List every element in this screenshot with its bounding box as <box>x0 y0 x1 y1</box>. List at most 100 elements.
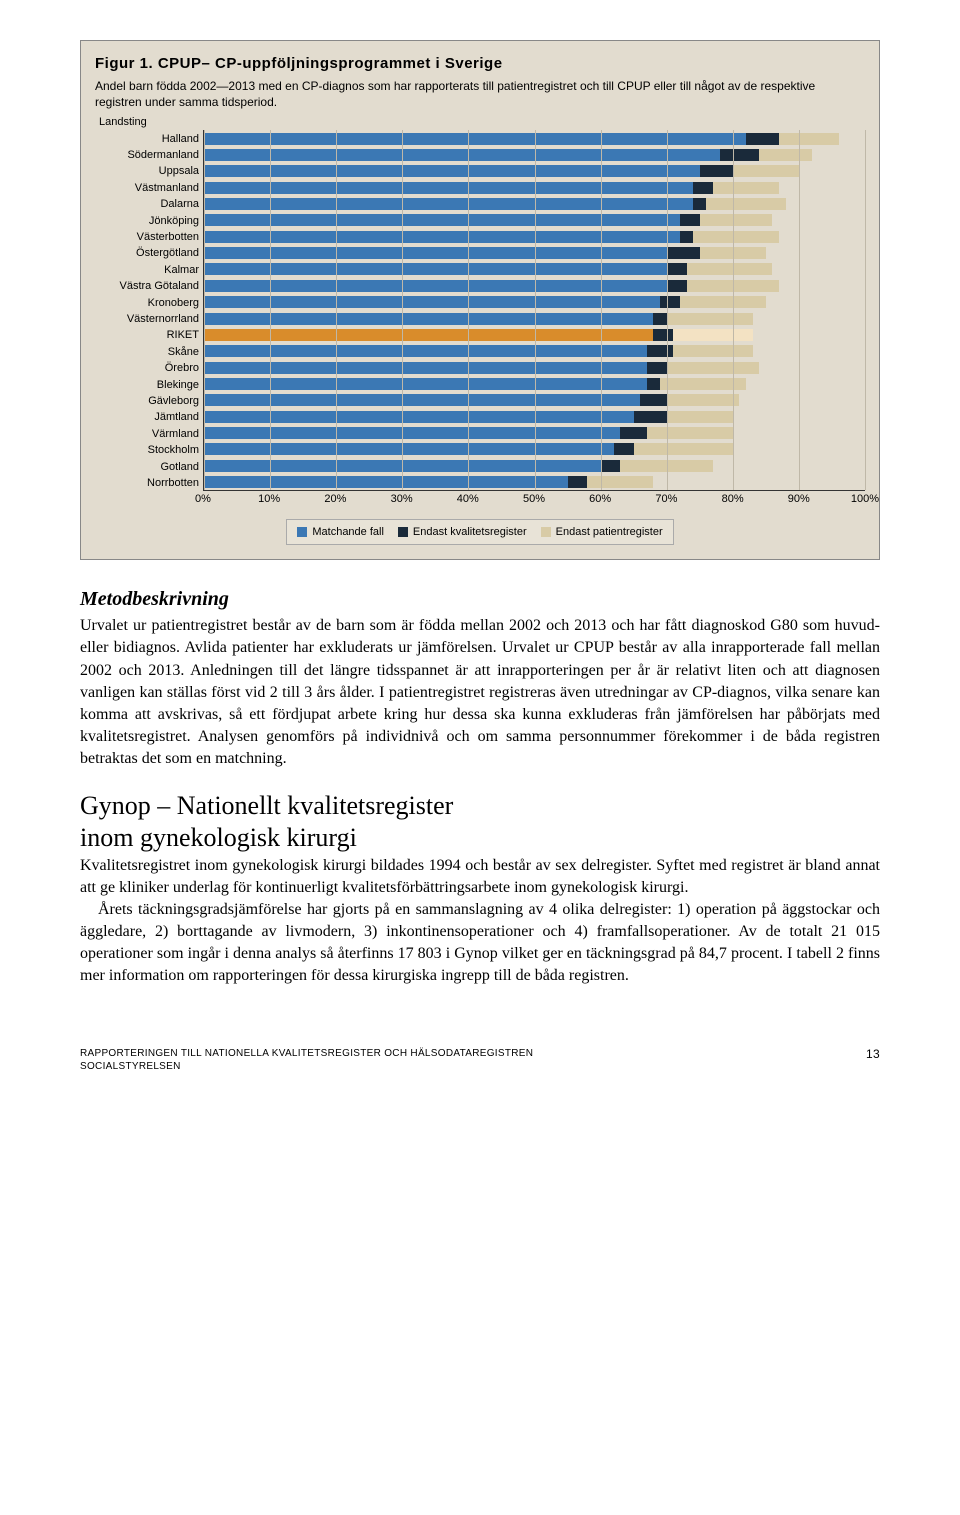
x-tick: 70% <box>655 493 677 505</box>
y-label: Kronoberg <box>95 295 199 311</box>
y-label: Gotland <box>95 459 199 475</box>
bar-seg-matched <box>204 313 653 325</box>
bar-seg-matched <box>204 296 660 308</box>
footer-line1: RAPPORTERINGEN TILL NATIONELLA KVALITETS… <box>80 1047 533 1060</box>
bar-seg-patient <box>673 329 752 341</box>
bar-seg-patient <box>587 476 653 488</box>
y-label: Halland <box>95 131 199 147</box>
bar-seg-quality <box>700 165 733 177</box>
swatch-quality <box>398 527 408 537</box>
y-label: Skåne <box>95 344 199 360</box>
bar-seg-patient <box>680 296 766 308</box>
legend-matched: Matchande fall <box>297 526 384 538</box>
figure-1: Figur 1. CPUP– CP-uppföljningsprogrammet… <box>80 40 880 560</box>
y-label: Västra Götaland <box>95 278 199 294</box>
bar-seg-patient <box>687 263 773 275</box>
bar-seg-quality <box>601 460 621 472</box>
bar-seg-quality <box>568 476 588 488</box>
figure-title: Figur 1. CPUP– CP-uppföljningsprogrammet… <box>95 55 865 72</box>
section-method-para: Urvalet ur patientregistret består av de… <box>80 615 880 770</box>
section-method-heading: Metodbeskrivning <box>80 588 880 611</box>
bar-seg-matched <box>204 263 667 275</box>
y-label: Kalmar <box>95 262 199 278</box>
x-tick: 60% <box>589 493 611 505</box>
legend-patient: Endast patientregister <box>541 526 663 538</box>
bar-seg-matched <box>204 165 700 177</box>
chart-legend: Matchande fall Endast kvalitetsregister … <box>286 519 673 545</box>
bar-seg-patient <box>779 133 838 145</box>
y-label: Dalarna <box>95 196 199 212</box>
y-label: Västmanland <box>95 180 199 196</box>
bar-seg-matched <box>204 133 746 145</box>
bar-seg-patient <box>700 214 773 226</box>
section-gynop-para2: Årets täckningsgradsjämförelse har gjort… <box>80 899 880 987</box>
bar-seg-quality <box>660 296 680 308</box>
bar-seg-patient <box>667 394 740 406</box>
footer-line2: SOCIALSTYRELSEN <box>80 1060 533 1073</box>
bar-seg-quality <box>746 133 779 145</box>
legend-label-patient: Endast patientregister <box>556 526 663 538</box>
bar-seg-quality <box>667 280 687 292</box>
section-gynop-heading: Gynop – Nationellt kvalitetsregister ino… <box>80 790 880 855</box>
swatch-patient <box>541 527 551 537</box>
bar-seg-matched <box>204 231 680 243</box>
bar-seg-matched <box>204 329 653 341</box>
chart-area: HallandSödermanlandUppsalaVästmanlandDal… <box>95 130 865 491</box>
bar-seg-quality <box>720 149 760 161</box>
bar-seg-matched <box>204 149 720 161</box>
x-tick: 10% <box>258 493 280 505</box>
bar-seg-matched <box>204 443 614 455</box>
y-label: Södermanland <box>95 147 199 163</box>
bar-seg-matched <box>204 182 693 194</box>
bar-seg-patient <box>634 443 733 455</box>
bar-seg-patient <box>706 198 785 210</box>
x-axis: 0%10%20%30%40%50%60%70%80%90%100% <box>203 491 865 509</box>
bar-seg-quality <box>620 427 646 439</box>
section-gynop-heading-line1: Gynop – Nationellt kvalitetsregister <box>80 791 453 820</box>
bar-seg-matched <box>204 280 667 292</box>
bar-seg-patient <box>733 165 799 177</box>
swatch-matched <box>297 527 307 537</box>
bar-seg-quality <box>680 214 700 226</box>
y-axis-labels: HallandSödermanlandUppsalaVästmanlandDal… <box>95 130 203 491</box>
bar-seg-patient <box>667 362 760 374</box>
bar-seg-patient <box>647 427 733 439</box>
bar-seg-quality <box>647 378 660 390</box>
bar-seg-matched <box>204 476 568 488</box>
bar-seg-matched <box>204 411 634 423</box>
y-label: Jämtland <box>95 409 199 425</box>
legend-label-matched: Matchande fall <box>312 526 384 538</box>
figure-subtitle: Andel barn födda 2002—2013 med en CP-dia… <box>95 78 865 110</box>
bar-seg-quality <box>614 443 634 455</box>
y-label: Västerbotten <box>95 229 199 245</box>
x-tick: 20% <box>324 493 346 505</box>
bar-seg-quality <box>693 198 706 210</box>
bar-seg-matched <box>204 427 620 439</box>
bar-seg-patient <box>673 345 752 357</box>
x-tick: 90% <box>788 493 810 505</box>
bar-seg-quality <box>647 345 673 357</box>
y-label: Västernorrland <box>95 311 199 327</box>
page-footer: RAPPORTERINGEN TILL NATIONELLA KVALITETS… <box>80 1047 880 1073</box>
bar-seg-quality <box>693 182 713 194</box>
x-tick: 30% <box>391 493 413 505</box>
bar-seg-patient <box>693 231 779 243</box>
section-gynop-para1: Kvalitetsregistret inom gynekologisk kir… <box>80 855 880 899</box>
bar-seg-matched <box>204 214 680 226</box>
y-label: Jönköping <box>95 213 199 229</box>
legend-label-quality: Endast kvalitetsregister <box>413 526 527 538</box>
x-tick: 40% <box>457 493 479 505</box>
bar-seg-patient <box>667 313 753 325</box>
bar-seg-quality <box>634 411 667 423</box>
bar-seg-patient <box>667 411 733 423</box>
bar-seg-quality <box>647 362 667 374</box>
x-tick: 0% <box>195 493 211 505</box>
y-axis-title: Landsting <box>99 116 865 128</box>
y-label: Norrbotten <box>95 475 199 491</box>
y-label: Uppsala <box>95 163 199 179</box>
footer-page-number: 13 <box>866 1047 880 1073</box>
bar-seg-quality <box>640 394 666 406</box>
y-label: Värmland <box>95 426 199 442</box>
bar-seg-matched <box>204 247 667 259</box>
x-tick: 80% <box>722 493 744 505</box>
